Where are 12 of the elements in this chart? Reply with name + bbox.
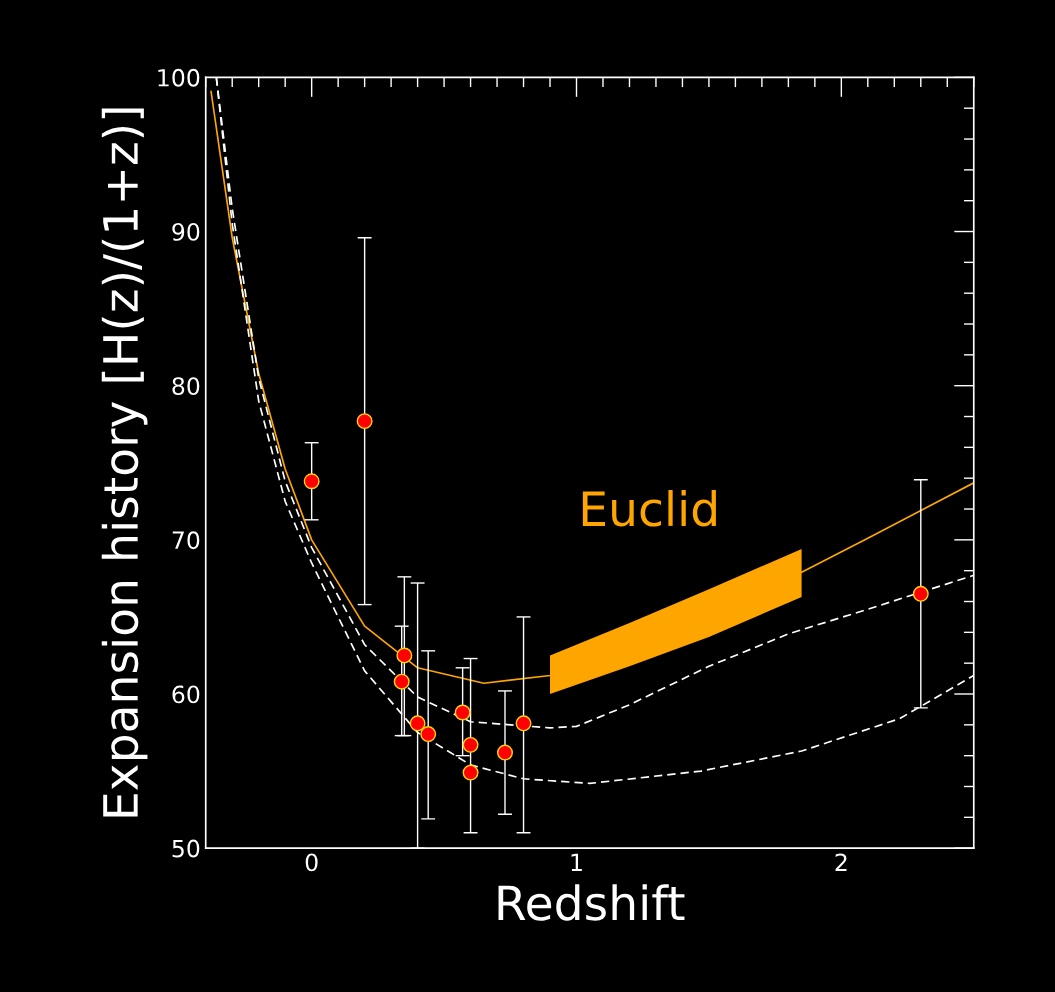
annotation: Euclid — [582, 490, 716, 527]
y-tick-label: 60 — [172, 685, 200, 704]
x-tick-label: 0 — [305, 853, 318, 872]
y-tick-label: 80 — [172, 377, 200, 395]
y-axis-title: Expansion history [H(z)/(1+z)] — [101, 108, 148, 817]
y-tick-label: 100 — [158, 68, 200, 87]
y-tick-label: 70 — [172, 531, 200, 550]
y-tick-label: 50 — [172, 839, 200, 858]
x-axis-title: Redshift — [498, 884, 685, 921]
y-tick-label: 90 — [172, 222, 200, 241]
x-tick-label: 1 — [571, 853, 582, 871]
x-tick-label: 2 — [835, 853, 847, 871]
